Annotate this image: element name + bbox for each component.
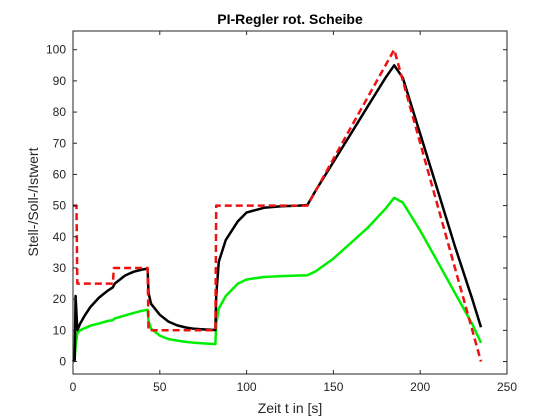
y-tick-label: 90	[53, 74, 67, 88]
x-axis-title: Zeit t in [s]	[258, 400, 323, 416]
y-axis: 0 10 20 30 40 50 60 70 80 90 100	[46, 43, 507, 369]
chart-title: PI-Regler rot. Scheibe	[217, 11, 363, 27]
y-tick-label: 10	[53, 323, 67, 337]
y-tick-label: 60	[53, 167, 67, 181]
x-tick-label: 200	[410, 380, 430, 394]
x-tick-label: 250	[497, 380, 517, 394]
plot-frame	[72, 30, 508, 375]
series-layer	[71, 48, 483, 363]
y-tick-label: 70	[53, 136, 67, 150]
x-tick-label: 150	[323, 380, 343, 394]
y-tick-label: 100	[46, 43, 66, 57]
y-tick-label: 30	[53, 261, 67, 275]
y-tick-label: 0	[59, 355, 66, 369]
x-tick-label: 50	[153, 380, 167, 394]
series-line-1	[71, 196, 483, 363]
series-line-2	[72, 64, 483, 363]
y-tick-label: 50	[53, 199, 67, 213]
y-axis-title: Stell-/Soll-/Istwert	[25, 147, 41, 256]
x-axis: 0 50 100 150 200 250	[70, 31, 517, 394]
plot-area	[73, 31, 507, 374]
x-tick-label: 100	[237, 380, 257, 394]
x-tick-label: 0	[70, 380, 77, 394]
y-tick-label: 40	[53, 230, 67, 244]
y-tick-label: 80	[53, 105, 67, 119]
y-tick-label: 20	[53, 292, 67, 306]
series-line-3	[73, 48, 483, 362]
